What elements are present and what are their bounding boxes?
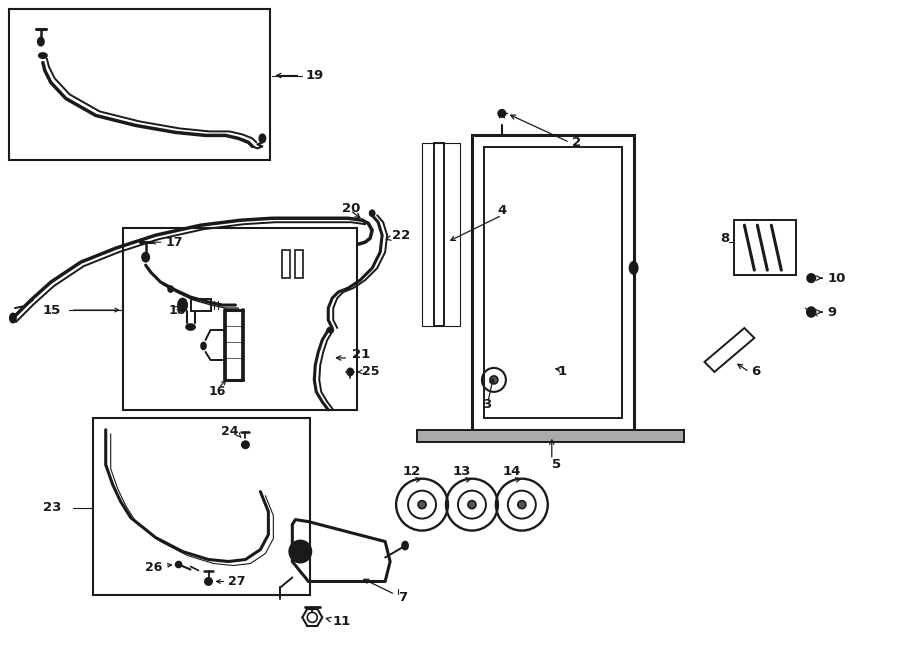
Text: 18: 18 [168,303,186,317]
Ellipse shape [807,307,815,317]
Text: 8: 8 [720,232,729,245]
Text: 11: 11 [332,615,350,628]
Bar [734,220,796,275]
Bar [283,250,291,278]
Bar [93,418,310,596]
Text: 1: 1 [558,366,567,378]
Text: 7: 7 [398,591,407,604]
Ellipse shape [168,286,173,292]
Ellipse shape [630,262,637,274]
Bar [191,299,211,311]
Text: 24: 24 [220,425,238,438]
Bar [434,143,444,326]
Text: 17: 17 [166,236,183,249]
Text: 25: 25 [362,366,380,378]
Bar [422,143,460,326]
Text: 22: 22 [392,229,410,242]
Ellipse shape [807,274,815,282]
Text: 23: 23 [43,501,61,514]
Text: 14: 14 [503,465,521,478]
Text: 9: 9 [827,305,836,319]
Ellipse shape [178,299,187,311]
Ellipse shape [499,110,506,117]
Text: 13: 13 [453,465,472,478]
Bar [9,9,270,161]
Ellipse shape [402,541,408,549]
Text: 16: 16 [209,385,226,399]
Ellipse shape [205,578,212,585]
Bar [295,250,303,278]
Circle shape [518,500,526,508]
Ellipse shape [201,342,206,350]
Text: 12: 12 [403,465,421,478]
Ellipse shape [259,134,266,142]
Text: 21: 21 [352,348,371,362]
Ellipse shape [289,541,311,563]
Ellipse shape [142,253,149,262]
Text: 27: 27 [229,575,246,588]
Text: 4: 4 [498,204,507,217]
Bar [122,228,357,410]
Text: 26: 26 [145,561,163,574]
Ellipse shape [347,368,353,375]
Ellipse shape [296,547,304,555]
Ellipse shape [38,38,44,46]
Text: 10: 10 [827,272,846,285]
Text: 15: 15 [43,303,61,317]
Text: 2: 2 [572,136,580,149]
Ellipse shape [328,327,333,332]
Bar [417,430,683,442]
Text: 6: 6 [752,366,760,378]
Circle shape [490,376,498,384]
Ellipse shape [186,324,195,330]
Ellipse shape [176,561,182,568]
Ellipse shape [370,210,374,216]
Circle shape [468,500,476,508]
Ellipse shape [39,53,47,58]
Bar [484,147,622,418]
Circle shape [418,500,426,508]
Text: 5: 5 [552,458,561,471]
Ellipse shape [242,442,249,448]
Ellipse shape [10,313,16,323]
Text: 3: 3 [482,399,491,411]
Text: 19: 19 [305,69,324,82]
Text: 20: 20 [342,202,361,215]
Bar [472,136,634,430]
